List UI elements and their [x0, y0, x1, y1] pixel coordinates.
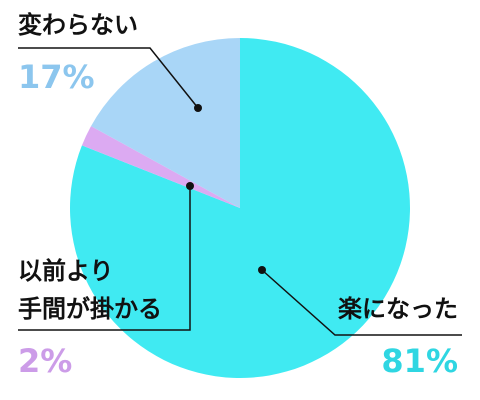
pie-slice	[81, 126, 241, 208]
value-label: 2%	[18, 342, 73, 380]
leader-dot	[194, 104, 202, 112]
category-label: 楽になった	[338, 295, 458, 323]
category-label: 変わらない	[18, 11, 138, 39]
leader-dot	[186, 182, 194, 190]
leader-dot	[258, 266, 266, 274]
pie-slice	[69, 38, 410, 378]
category-label: 以前より 手間が掛かる	[18, 257, 162, 323]
leader-line	[18, 186, 191, 331]
leader-line	[261, 269, 462, 336]
value-label: 17%	[18, 58, 95, 96]
leader-line	[18, 47, 199, 109]
pie-slice	[91, 38, 240, 208]
value-label: 81%	[381, 342, 458, 380]
